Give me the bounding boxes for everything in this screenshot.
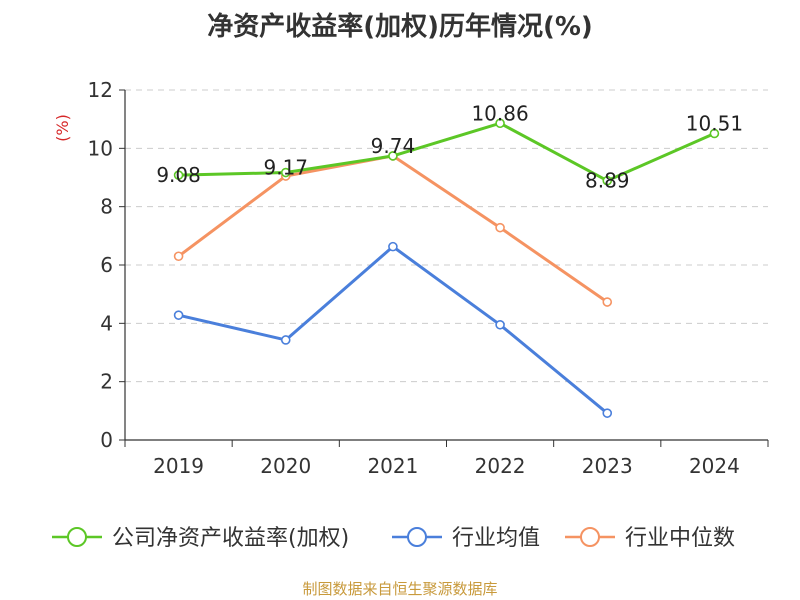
series-layer	[173, 118, 720, 418]
axis-layer: 0 2 4 6 8 10 12 2019 2020 2021 2022 2023 2024 (%)	[53, 78, 769, 478]
y-tick-label: 10	[88, 136, 113, 160]
x-tick-label: 2023	[582, 454, 633, 478]
x-tick-label: 2022	[475, 454, 526, 478]
x-tick-label: 2021	[367, 454, 418, 478]
series-point-1	[388, 241, 398, 252]
series-point-2	[495, 222, 505, 233]
series-point-0	[173, 170, 184, 180]
series-point-1	[495, 319, 505, 330]
data-label-layer: 9.08 9.17 9.74 10.86 8.89 10.51	[156, 101, 743, 192]
legend-swatch-marker	[580, 527, 600, 547]
data-label: 9.17	[263, 156, 308, 180]
series-point-1	[280, 335, 291, 345]
series-line-1	[178, 245, 609, 415]
legend-swatch-marker	[67, 527, 87, 547]
series-point-0	[495, 118, 505, 129]
y-tick-label: 4	[100, 311, 113, 335]
x-tick-label: 2020	[260, 454, 311, 478]
legend-label: 公司净资产收益率(加权)	[112, 526, 349, 551]
legend-swatch-marker	[407, 527, 427, 547]
series-point-0	[709, 128, 720, 139]
data-label: 8.89	[585, 169, 630, 193]
y-axis-label: (%)	[53, 114, 72, 142]
series-point-0	[280, 167, 291, 178]
series-point-0	[388, 151, 398, 161]
legend: 公司净资产收益率(加权) 行业均值 行业中位数	[52, 526, 735, 551]
y-tick-label: 2	[100, 370, 113, 394]
data-label: 10.86	[471, 101, 528, 125]
series-point-1	[173, 310, 184, 320]
y-tick-label: 0	[100, 428, 113, 452]
source-note: 制图数据来自恒生聚源数据库	[302, 580, 498, 598]
x-tick-label: 2024	[689, 454, 740, 478]
y-tick-label: 6	[100, 253, 113, 277]
series-line-0	[178, 121, 716, 183]
grid-layer	[125, 89, 768, 383]
data-label: 9.74	[371, 134, 416, 158]
series-point-0	[602, 175, 613, 186]
y-tick-label: 8	[100, 195, 113, 219]
x-tick-label: 2019	[153, 454, 204, 478]
chart-title: 净资产收益率(加权)历年情况(%)	[207, 12, 593, 42]
y-tick-label: 12	[88, 78, 113, 102]
legend-label: 行业均值	[452, 526, 540, 551]
series-point-2	[173, 251, 184, 262]
series-point-2	[602, 297, 613, 307]
series-point-1	[602, 408, 613, 418]
series-line-2	[177, 154, 609, 304]
data-label: 10.51	[686, 111, 743, 135]
data-label: 9.08	[156, 163, 201, 187]
legend-label: 行业中位数	[625, 526, 735, 551]
